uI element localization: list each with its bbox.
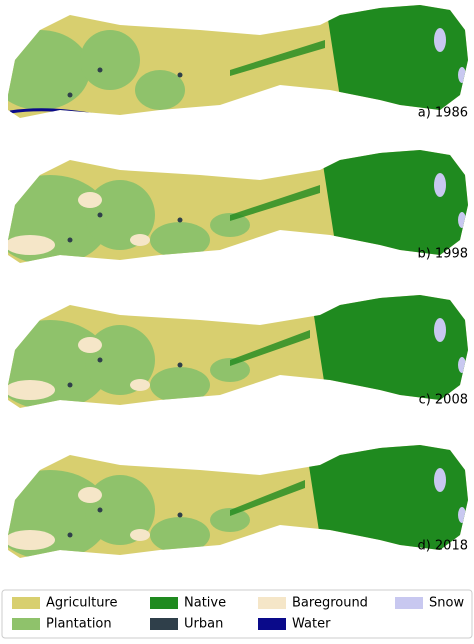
bareground-area <box>8 530 55 550</box>
land-cover <box>8 445 468 558</box>
snow-area <box>458 357 466 373</box>
native-strip <box>230 185 320 221</box>
plantation-area <box>85 325 155 395</box>
snow-area <box>434 468 446 492</box>
land-cover <box>8 295 468 408</box>
urban-patch <box>97 212 103 218</box>
legend-swatch <box>150 618 178 630</box>
urban-patch <box>97 507 103 513</box>
native-strip <box>230 330 310 366</box>
urban-patch <box>67 92 73 98</box>
bareground-area <box>130 379 150 391</box>
urban-patch <box>67 382 73 388</box>
legend-label: Bareground <box>292 596 368 611</box>
legend-swatch <box>258 618 286 630</box>
urban-patch <box>97 357 103 363</box>
urban-patch <box>177 362 183 368</box>
snow-area <box>458 212 466 228</box>
native-strip <box>230 40 325 76</box>
snow-area <box>434 173 446 197</box>
legend-label: Native <box>184 596 226 611</box>
urban-patch <box>67 532 73 538</box>
urban-patch <box>177 72 183 78</box>
snow-area <box>434 318 446 342</box>
snow-area <box>434 28 446 52</box>
land-cover <box>8 150 468 263</box>
map-panel: b) 1998 <box>8 150 468 263</box>
urban-patch <box>177 512 183 518</box>
panel-label: c) 2008 <box>419 393 468 408</box>
legend-swatch <box>258 597 286 609</box>
bareground-area <box>8 380 55 400</box>
map-panel: a) 1986 <box>8 5 468 121</box>
land-cover <box>8 5 468 118</box>
panel-label: a) 1986 <box>418 106 468 121</box>
snow-area <box>458 67 466 83</box>
panel-label: d) 2018 <box>417 539 468 554</box>
legend-swatch <box>150 597 178 609</box>
plantation-area <box>210 508 250 532</box>
bareground-area <box>78 192 102 208</box>
plantation-area <box>85 180 155 250</box>
plantation-area <box>150 517 210 553</box>
bareground-area <box>130 529 150 541</box>
bareground-area <box>130 234 150 246</box>
plantation-area <box>85 475 155 545</box>
plantation-area <box>150 367 210 403</box>
legend-label: Agriculture <box>46 596 118 611</box>
plantation-area <box>210 358 250 382</box>
plantation-area <box>135 70 185 110</box>
bareground-area <box>78 337 102 353</box>
urban-patch <box>67 237 73 243</box>
legend-label: Plantation <box>46 617 112 632</box>
bareground-area <box>8 235 55 255</box>
legend-swatch <box>12 597 40 609</box>
urban-patch <box>97 67 103 73</box>
panel-label: b) 1998 <box>417 247 468 262</box>
legend-label: Water <box>292 617 331 632</box>
urban-patch <box>177 217 183 223</box>
legend-swatch <box>395 597 423 609</box>
plantation-area <box>210 213 250 237</box>
legend-swatch <box>12 618 40 630</box>
bareground-area <box>78 487 102 503</box>
plantation-area <box>80 30 140 90</box>
legend-label: Urban <box>184 617 223 632</box>
legend-label: Snow <box>429 596 464 611</box>
native-strip <box>230 480 305 516</box>
snow-area <box>458 507 466 523</box>
plantation-area <box>150 222 210 258</box>
map-panel: c) 2008 <box>8 295 468 408</box>
legend-box <box>1 589 473 639</box>
map-panel: d) 2018 <box>8 445 468 558</box>
